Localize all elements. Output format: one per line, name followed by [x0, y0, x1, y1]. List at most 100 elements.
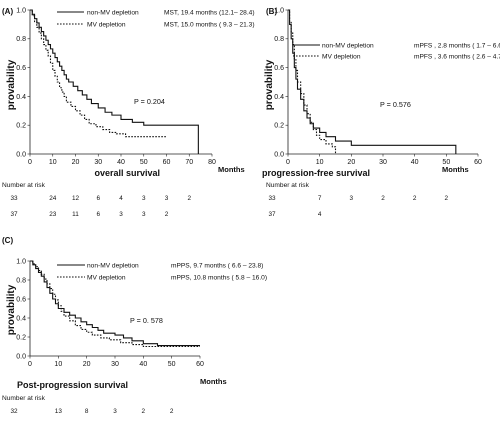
risk-count: 32 [10, 408, 18, 415]
legend-name: MV depletion [322, 53, 361, 60]
y-axis-title: provability [264, 59, 275, 110]
x-tick-label: 60 [474, 159, 482, 166]
risk-count: 2 [445, 195, 449, 202]
legend-name: MV depletion [87, 274, 126, 281]
y-tick-label: 0.4 [16, 94, 26, 101]
risk-count: 2 [381, 195, 385, 202]
y-tick-label: 0.2 [274, 123, 284, 130]
x-axis-title: progression-free survival [262, 168, 370, 178]
risk-count: 6 [96, 211, 100, 218]
x-tick-label: 10 [49, 159, 57, 166]
legend-name: non-MV depletion [322, 42, 374, 49]
survival-curve-solid [288, 9, 457, 154]
risk-table-header: Number at risk [2, 182, 46, 189]
y-tick-label: 0.6 [16, 296, 26, 303]
y-tick-label: 0.4 [16, 315, 26, 322]
risk-count: 2 [170, 408, 174, 415]
y-tick-label: 0.0 [16, 151, 26, 158]
risk-count: 3 [350, 195, 354, 202]
risk-count: 33 [268, 195, 276, 202]
risk-count: 2 [142, 408, 146, 415]
x-tick-label: 10 [54, 361, 62, 368]
y-tick-label: 0.4 [274, 94, 284, 101]
risk-count: 13 [55, 408, 63, 415]
risk-count: 4 [119, 195, 123, 202]
y-tick-label: 0.0 [274, 151, 284, 158]
risk-count: 12 [72, 195, 80, 202]
legend-name: non-MV depletion [87, 262, 139, 269]
y-tick-label: 0.0 [16, 353, 26, 360]
x-tick-label: 50 [442, 159, 450, 166]
risk-count: 8 [85, 408, 89, 415]
panel-label: (C) [2, 236, 13, 245]
risk-count: 3 [119, 211, 123, 218]
x-tick-label: 20 [347, 159, 355, 166]
risk-count: 37 [268, 211, 276, 218]
legend-stat: mPPS, 10.8 months ( 5.8 – 16.0) [171, 274, 267, 281]
panel-label: (A) [2, 7, 13, 16]
y-tick-label: 0.2 [16, 334, 26, 341]
survival-curve-solid [30, 260, 200, 347]
panel-c: (C) 0.0 0.2 0.4 0.6 0.8 1.0 0 10 20 30 40 50 60 provab… [2, 236, 267, 415]
x-tick-label: 40 [117, 159, 125, 166]
x-tick-label: 0 [286, 159, 290, 166]
y-tick-label: 0.8 [16, 277, 26, 284]
y-tick-label: 0.8 [16, 36, 26, 43]
x-tick-label: 30 [94, 159, 102, 166]
x-axis-title: overall survival [94, 168, 160, 178]
risk-count: 11 [72, 211, 79, 218]
legend-stat: MST, 19.4 months (12.1– 28.4) [164, 9, 255, 16]
risk-count: 2 [413, 195, 417, 202]
risk-count: 23 [49, 211, 57, 218]
panel-b: (B) 0.0 0.2 0.4 0.6 0.8 1.0 0 10 20 30 40 50 60 provab… [262, 7, 500, 218]
x-tick-label: 80 [208, 159, 216, 166]
risk-count: 37 [10, 211, 18, 218]
risk-count: 7 [318, 195, 322, 202]
survival-curve-dotted [30, 9, 167, 138]
y-axis-title: provability [6, 284, 17, 335]
y-tick-label: 0.6 [274, 65, 284, 72]
x-tick-label: 30 [111, 361, 119, 368]
x-tick-label: 60 [196, 361, 204, 368]
legend-stat: mPFS , 2.8 months ( 1.7 – 6.6) [414, 42, 500, 49]
x-tick-label: 50 [140, 159, 148, 166]
y-tick-label: 0.6 [16, 65, 26, 72]
y-tick-label: 1.0 [16, 258, 26, 265]
risk-count: 33 [10, 195, 18, 202]
x-axis-unit: Months [442, 165, 469, 174]
risk-count: 3 [142, 211, 146, 218]
x-tick-label: 0 [28, 159, 32, 166]
y-tick-label: 0.2 [16, 123, 26, 130]
x-axis-title: Post-progression survival [17, 380, 128, 390]
x-tick-label: 30 [379, 159, 387, 166]
x-axis-unit: Months [218, 165, 245, 174]
risk-count: 2 [187, 195, 191, 202]
risk-count: 3 [142, 195, 146, 202]
risk-count: 3 [113, 408, 117, 415]
y-tick-label: 1.0 [16, 7, 26, 14]
x-tick-label: 50 [168, 361, 176, 368]
legend-stat: mPPS, 9.7 months ( 6.6 – 23.8) [171, 262, 263, 269]
survival-curve-dotted [30, 260, 200, 348]
legend-stat: mPFS , 3.6 months ( 2.6 – 4.7) [414, 53, 500, 60]
x-tick-label: 0 [28, 361, 32, 368]
p-value: P = 0.576 [380, 100, 411, 109]
x-tick-label: 60 [163, 159, 171, 166]
legend-name: MV depletion [87, 21, 126, 28]
risk-count: 3 [165, 195, 169, 202]
p-value: P = 0. 578 [130, 316, 163, 325]
x-tick-label: 40 [139, 361, 147, 368]
risk-count: 6 [96, 195, 100, 202]
risk-count: 4 [318, 211, 322, 218]
panel-a: (A) 0.0 0.2 0.4 0.6 0.8 1.0 0 10 20 30 40 50 60 70 80 pr… [2, 7, 255, 218]
risk-count: 24 [49, 195, 57, 202]
x-tick-label: 20 [83, 361, 91, 368]
legend-name: non-MV depletion [87, 9, 139, 16]
x-axis-unit: Months [200, 377, 227, 386]
panel-label: (B) [266, 7, 277, 16]
y-tick-label: 1.0 [274, 7, 284, 14]
x-tick-label: 10 [316, 159, 324, 166]
risk-table-header: Number at risk [266, 182, 310, 189]
y-axis-title: provability [6, 59, 17, 110]
